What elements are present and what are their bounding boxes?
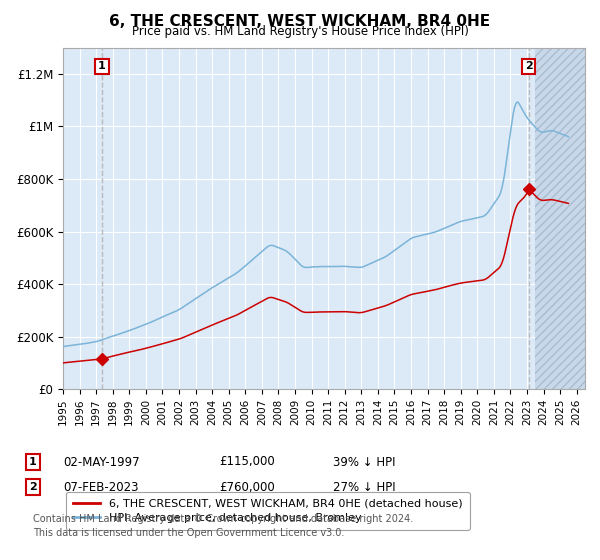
Bar — [535, 48, 585, 389]
Text: This data is licensed under the Open Government Licence v3.0.: This data is licensed under the Open Gov… — [33, 528, 344, 538]
Text: 07-FEB-2023: 07-FEB-2023 — [63, 480, 139, 494]
Text: Contains HM Land Registry data © Crown copyright and database right 2024.: Contains HM Land Registry data © Crown c… — [33, 514, 413, 524]
Text: 02-MAY-1997: 02-MAY-1997 — [63, 455, 140, 469]
Text: 27% ↓ HPI: 27% ↓ HPI — [333, 480, 395, 494]
Text: 39% ↓ HPI: 39% ↓ HPI — [333, 455, 395, 469]
Text: 6, THE CRESCENT, WEST WICKHAM, BR4 0HE: 6, THE CRESCENT, WEST WICKHAM, BR4 0HE — [109, 14, 491, 29]
Text: £760,000: £760,000 — [219, 480, 275, 494]
Text: 1: 1 — [29, 457, 37, 467]
Text: 1: 1 — [98, 62, 106, 71]
Text: Price paid vs. HM Land Registry's House Price Index (HPI): Price paid vs. HM Land Registry's House … — [131, 25, 469, 38]
Text: 2: 2 — [525, 62, 533, 71]
Text: £115,000: £115,000 — [219, 455, 275, 469]
Legend: 6, THE CRESCENT, WEST WICKHAM, BR4 0HE (detached house), HPI: Average price, det: 6, THE CRESCENT, WEST WICKHAM, BR4 0HE (… — [66, 492, 470, 530]
Text: 2: 2 — [29, 482, 37, 492]
